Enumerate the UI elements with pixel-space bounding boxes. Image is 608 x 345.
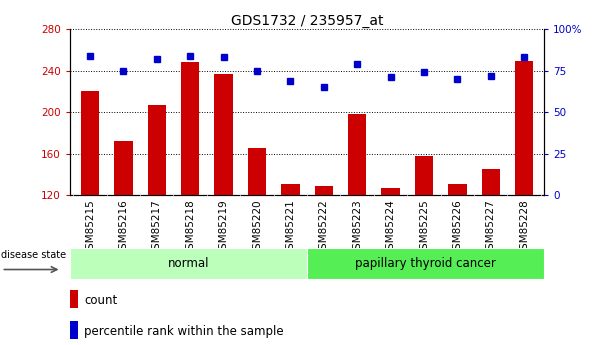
Text: GSM85221: GSM85221 (285, 199, 295, 256)
Bar (281, 184, 300, 319)
Bar (415, 156, 433, 319)
Text: GSM85216: GSM85216 (119, 199, 128, 256)
Bar (81, 91, 99, 319)
Text: percentile rank within the sample: percentile rank within the sample (84, 325, 284, 338)
Text: papillary thyroid cancer: papillary thyroid cancer (355, 257, 496, 270)
Bar (248, 148, 266, 319)
Text: GSM85224: GSM85224 (385, 199, 396, 256)
Bar (314, 186, 333, 319)
Bar (482, 169, 500, 319)
Bar (215, 74, 233, 319)
Text: GSM85226: GSM85226 (452, 199, 462, 256)
Text: disease state: disease state (1, 250, 66, 260)
Title: GDS1732 / 235957_at: GDS1732 / 235957_at (231, 14, 383, 28)
Text: GSM85220: GSM85220 (252, 199, 262, 256)
Text: GSM85225: GSM85225 (419, 199, 429, 256)
Bar (348, 114, 367, 319)
Bar (448, 184, 466, 319)
Bar (148, 105, 166, 319)
Bar (181, 62, 199, 319)
Bar (70, 248, 307, 279)
Text: GSM85227: GSM85227 (486, 199, 496, 256)
Text: GSM85217: GSM85217 (152, 199, 162, 256)
Bar (114, 141, 133, 319)
Text: GSM85228: GSM85228 (519, 199, 529, 256)
Text: normal: normal (168, 257, 209, 270)
Bar (70, 322, 78, 339)
Text: GSM85215: GSM85215 (85, 199, 95, 256)
Text: count: count (84, 294, 117, 307)
Bar (381, 188, 399, 319)
Text: GSM85218: GSM85218 (185, 199, 195, 256)
Bar (515, 61, 533, 319)
Bar (70, 290, 78, 308)
Text: GSM85223: GSM85223 (352, 199, 362, 256)
Text: GSM85222: GSM85222 (319, 199, 329, 256)
Text: GSM85219: GSM85219 (218, 199, 229, 256)
Bar (307, 248, 544, 279)
